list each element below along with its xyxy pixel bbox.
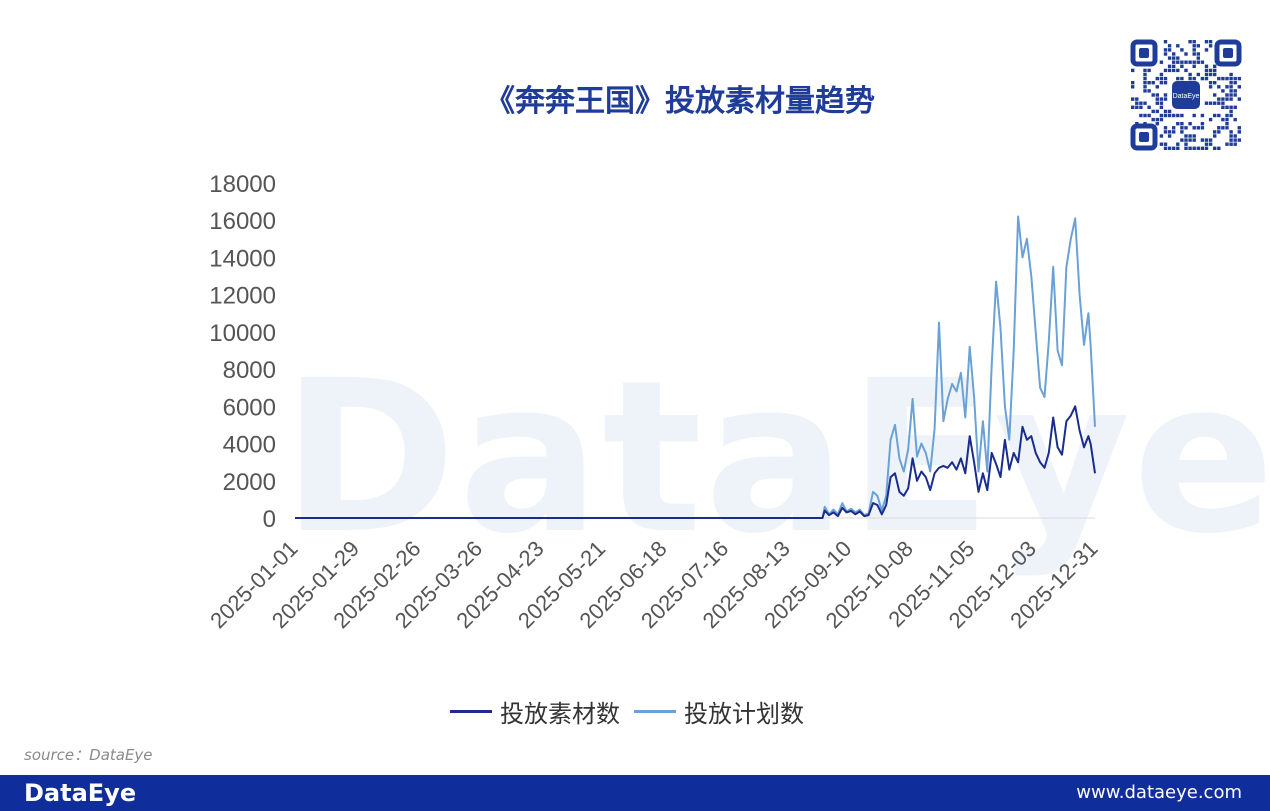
y-tick-label: 2000 (223, 469, 276, 496)
footer-bar: DataEye www.dataeye.com (0, 775, 1270, 811)
y-tick-label: 0 (263, 506, 276, 533)
footer-logo: DataEye (24, 779, 137, 807)
y-tick-label: 18000 (209, 171, 276, 198)
y-tick-label: 10000 (209, 320, 276, 347)
watermark: DataEye (282, 335, 1270, 580)
legend: 投放素材数 投放计划数 (450, 694, 804, 729)
y-tick-label: 14000 (209, 245, 276, 272)
legend-item-plans[interactable]: 投放计划数 (634, 694, 804, 729)
footer-url[interactable]: www.dataeye.com (1076, 782, 1242, 803)
plot-series (295, 215, 1096, 519)
legend-swatch-plans (634, 710, 676, 713)
y-tick-label: 16000 (209, 208, 276, 235)
y-tick-label: 8000 (223, 357, 276, 384)
legend-item-materials[interactable]: 投放素材数 (450, 694, 620, 729)
legend-label-materials: 投放素材数 (500, 700, 620, 728)
y-tick-label: 12000 (209, 283, 276, 310)
legend-label-plans: 投放计划数 (684, 700, 804, 728)
y-tick-label: 4000 (223, 432, 276, 459)
chart-title: 《奔奔王国》投放素材量趋势 (485, 84, 875, 119)
source-note: source：DataEye (24, 746, 153, 764)
y-axis: 0 2000 4000 6000 8000 10000 12000 14000 16000 180… (209, 171, 276, 533)
series-line-materials[interactable] (295, 405, 1096, 519)
chart-area: 0 2000 4000 6000 8000 10000 12000 14000 16000 180… (205, 171, 1102, 633)
y-tick-label: 6000 (223, 394, 276, 421)
legend-swatch-materials (450, 710, 492, 713)
x-axis: 2025-01-012025-01-292025-02-262025-03-26… (205, 536, 1102, 633)
qr-center-label: DataEye (1173, 93, 1200, 100)
qr-code: DataEye (1130, 39, 1242, 151)
